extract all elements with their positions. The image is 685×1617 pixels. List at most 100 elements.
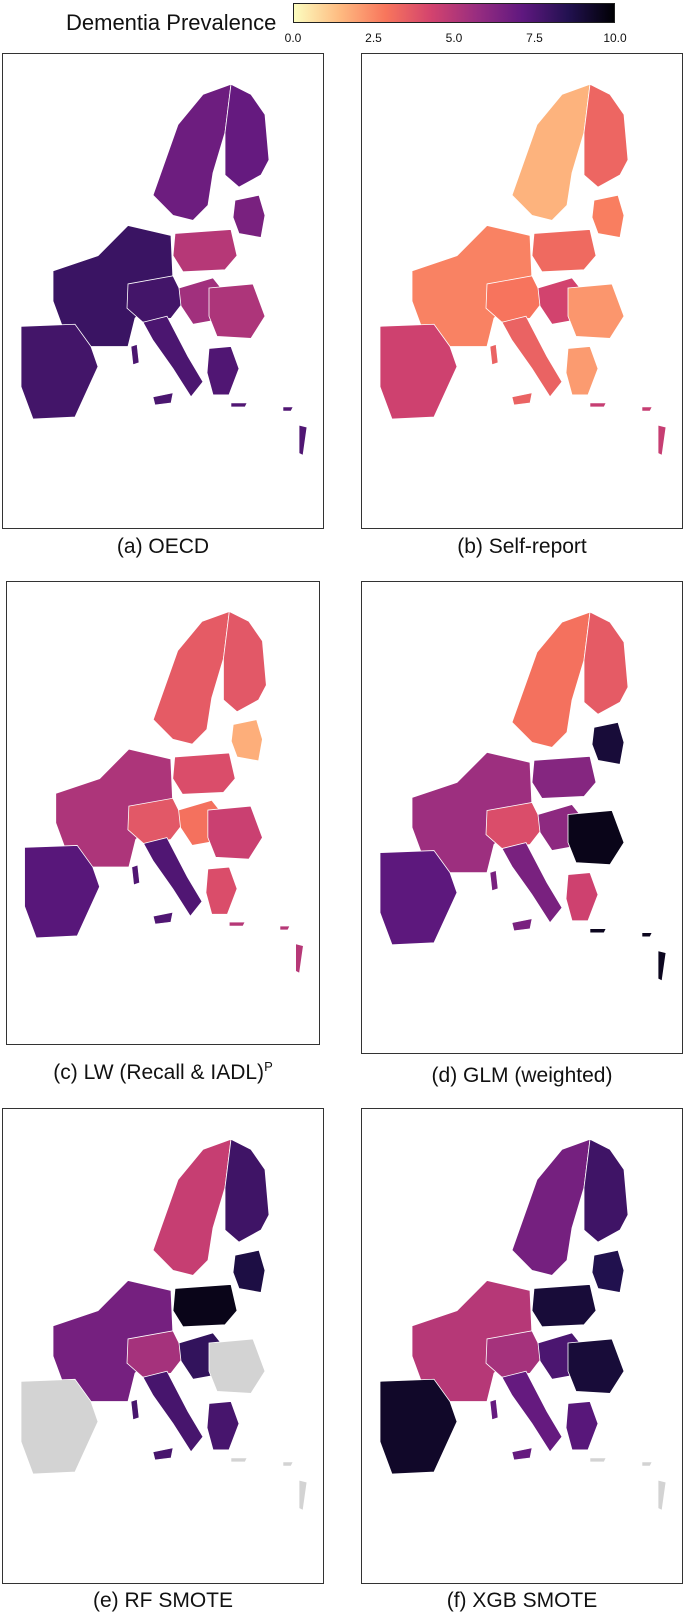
region-iberia [379,1378,458,1475]
region-italy-part-0 [489,870,499,892]
map-panel-a [2,53,324,529]
region-islands-part-2 [230,1457,248,1463]
region-poland [172,229,238,273]
region-iberia [24,845,101,939]
legend-tick-4: 10.0 [603,31,627,45]
region-central [126,275,186,323]
map-a-svg [20,83,308,456]
region-italy-part-0 [489,344,499,366]
region-central [126,1330,186,1378]
region-islands [295,943,304,974]
map-b-svg [379,83,667,456]
region-italy-part-1 [511,392,533,406]
legend-colorbar [293,3,615,23]
region-greece [206,346,240,396]
region-islands-part-2 [229,921,246,927]
region-islands-part-2 [589,1457,607,1463]
region-islands [298,424,308,456]
region-north [152,1138,232,1276]
legend-tick-2: 5.0 [445,31,463,45]
region-baltic [232,1249,266,1294]
region-west [52,1280,174,1402]
region-greece [206,1401,240,1451]
region-islands-part-2 [230,402,248,408]
region-north [511,1138,591,1276]
map-c-svg [24,610,304,974]
region-italy-part-0 [489,1399,499,1421]
region-islands-part-2 [589,928,607,934]
region-iberia [379,850,458,946]
region-central [485,275,545,323]
region-greece [565,1401,599,1451]
region-islands-part-3 [282,406,294,412]
region-islands-part-2 [589,402,607,408]
region-islands [657,1479,667,1511]
caption-c-superscript: P [264,1059,273,1074]
region-greece [205,866,238,915]
caption-f: (f) XGB SMOTE [446,1589,598,1612]
region-finland [224,1138,270,1243]
region-baltic [591,194,625,239]
region-finland [583,611,629,715]
region-italy-part-0 [130,1399,140,1421]
region-finland [583,83,629,188]
caption-e: (e) RF SMOTE [93,1589,233,1612]
region-italy-part-0 [130,344,140,366]
region-north [511,611,591,748]
region-islands-part-3 [641,406,653,412]
map-f-svg [379,1138,667,1511]
region-central [485,1330,545,1378]
region-greece [565,346,599,396]
region-islands [657,424,667,456]
region-italy-part-1 [152,392,174,406]
caption-c-text: (c) LW (Recall & IADL) [53,1061,265,1084]
region-poland [531,229,597,273]
map-panel-c [6,581,320,1045]
region-poland [531,755,597,799]
region-islands-part-3 [282,1461,294,1467]
region-east [567,810,625,866]
region-italy [501,315,563,398]
region-italy [142,315,204,398]
region-italy [501,1370,563,1453]
region-islands [298,1479,308,1511]
region-iberia [379,323,458,420]
region-baltic [230,719,263,762]
region-poland [172,752,236,795]
region-finland [223,610,267,713]
region-italy-part-1 [152,1447,174,1461]
map-d-svg [379,611,667,982]
region-east [567,283,625,339]
legend-title: Dementia Prevalence [66,10,277,35]
region-finland [224,83,270,188]
caption-a: (a) OECD [116,535,210,558]
map-e-svg [20,1138,308,1511]
caption-d: (d) GLM (weighted) [431,1064,613,1087]
caption-b: (b) Self-report [457,535,587,558]
region-islands-part-3 [279,925,291,931]
region-iberia [20,1378,99,1475]
region-italy-part-1 [511,918,533,932]
region-east [208,1338,266,1394]
region-italy-part-1 [511,1447,533,1461]
region-islands-part-3 [641,1461,653,1467]
caption-c: (c) LW (Recall & IADL)P [0,1059,328,1085]
legend-tick-1: 2.5 [365,31,382,45]
region-east [208,283,266,339]
region-poland [172,1284,238,1328]
region-west [52,225,174,347]
region-italy [142,837,203,917]
legend-tick-0: 0.0 [284,31,302,45]
region-finland [583,1138,629,1243]
region-baltic [591,721,625,765]
region-islands-part-3 [641,932,653,938]
region-greece [565,872,599,922]
region-north [152,83,232,221]
region-west [411,751,533,874]
region-islands [657,950,667,982]
region-west [55,748,174,868]
map-panel-b [361,53,683,529]
region-italy [501,842,563,924]
region-west [411,1280,533,1402]
region-poland [531,1284,597,1328]
